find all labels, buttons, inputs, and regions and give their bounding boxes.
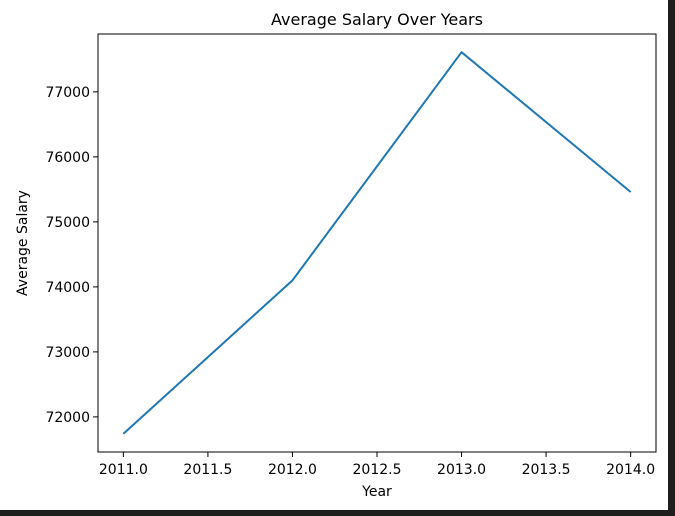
x-tick-label: 2011.5 [183, 462, 232, 478]
y-tick-label: 75000 [45, 215, 90, 231]
x-tick-label: 2011.0 [99, 462, 148, 478]
chart-title: Average Salary Over Years [271, 10, 483, 29]
window-edge-right [668, 0, 675, 516]
figure-background: Average Salary Over Years 72000 73000 7400… [0, 0, 668, 510]
x-tick-label: 2013.5 [522, 462, 571, 478]
y-tick-label: 77000 [45, 85, 90, 101]
x-tick-label: 2012.0 [268, 462, 317, 478]
window-edge-bottom [0, 510, 675, 516]
y-tick-label: 73000 [45, 345, 90, 361]
x-tick-label: 2014.0 [606, 462, 655, 478]
series-line [122, 51, 632, 435]
y-axis-label: Average Salary [15, 190, 31, 296]
line-chart: Average Salary Over Years 72000 73000 7400… [15, 10, 657, 500]
series-layer [122, 51, 632, 435]
y-tick-label: 72000 [45, 410, 90, 426]
x-axis-label: Year [361, 484, 392, 500]
x-tick-label: 2013.0 [437, 462, 486, 478]
y-tick-label: 74000 [45, 280, 90, 296]
x-tick-label: 2012.5 [353, 462, 402, 478]
plot-frame [97, 33, 657, 453]
y-axis: 72000 73000 74000 75000 76000 77000 [45, 85, 98, 426]
x-axis: 2011.0 2011.5 2012.0 2012.5 2013.0 2013.5 2014… [99, 452, 655, 478]
y-tick-label: 76000 [45, 150, 90, 166]
